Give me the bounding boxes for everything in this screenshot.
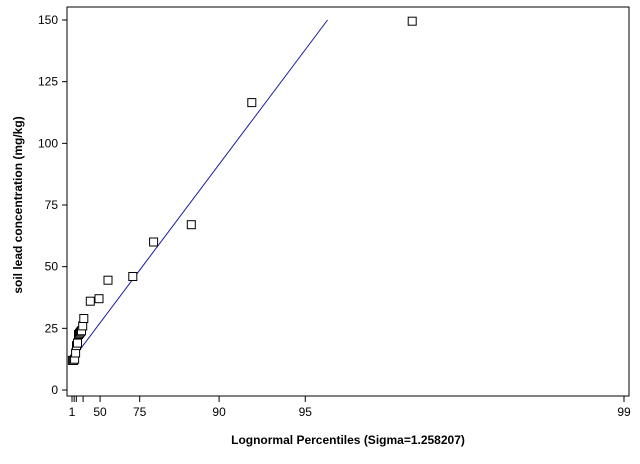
y-axis: 0 25 50 75 100 125 150 [38, 13, 67, 397]
x-axis-label: Lognormal Percentiles (Sigma=1.258207) [231, 433, 465, 447]
data-point [94, 294, 104, 304]
data-point [247, 98, 257, 108]
data-point [85, 296, 95, 306]
data-point [149, 237, 159, 247]
data-point [103, 275, 113, 285]
x-tick-label: 99 [617, 405, 631, 419]
data-point [73, 338, 82, 348]
y-tick-label: 75 [45, 198, 59, 212]
data-point [71, 348, 81, 358]
data-point [79, 314, 89, 323]
plot-frame [66, 6, 630, 397]
data-point [128, 272, 138, 281]
y-tick-label: 150 [38, 13, 58, 27]
data-point [407, 16, 417, 26]
y-tick-label: 100 [38, 136, 58, 150]
x-axis: 1 50 75 90 95 99 [69, 396, 631, 419]
data-point [78, 321, 88, 331]
fit-line [72, 19, 328, 360]
y-tick-label: 125 [38, 75, 58, 89]
x-tick-label: 95 [299, 405, 313, 419]
x-tick-label: 75 [133, 405, 147, 419]
data-point [186, 220, 196, 230]
y-axis-label: soil lead concentration (mg/kg) [11, 116, 25, 293]
y-tick-label: 25 [45, 321, 59, 335]
x-tick-label: 90 [212, 405, 226, 419]
y-tick-label: 0 [51, 383, 58, 397]
x-tick-label: 1 [69, 405, 76, 419]
data-points [67, 16, 417, 365]
x-tick-label: 50 [93, 405, 107, 419]
y-tick-label: 50 [45, 260, 59, 274]
